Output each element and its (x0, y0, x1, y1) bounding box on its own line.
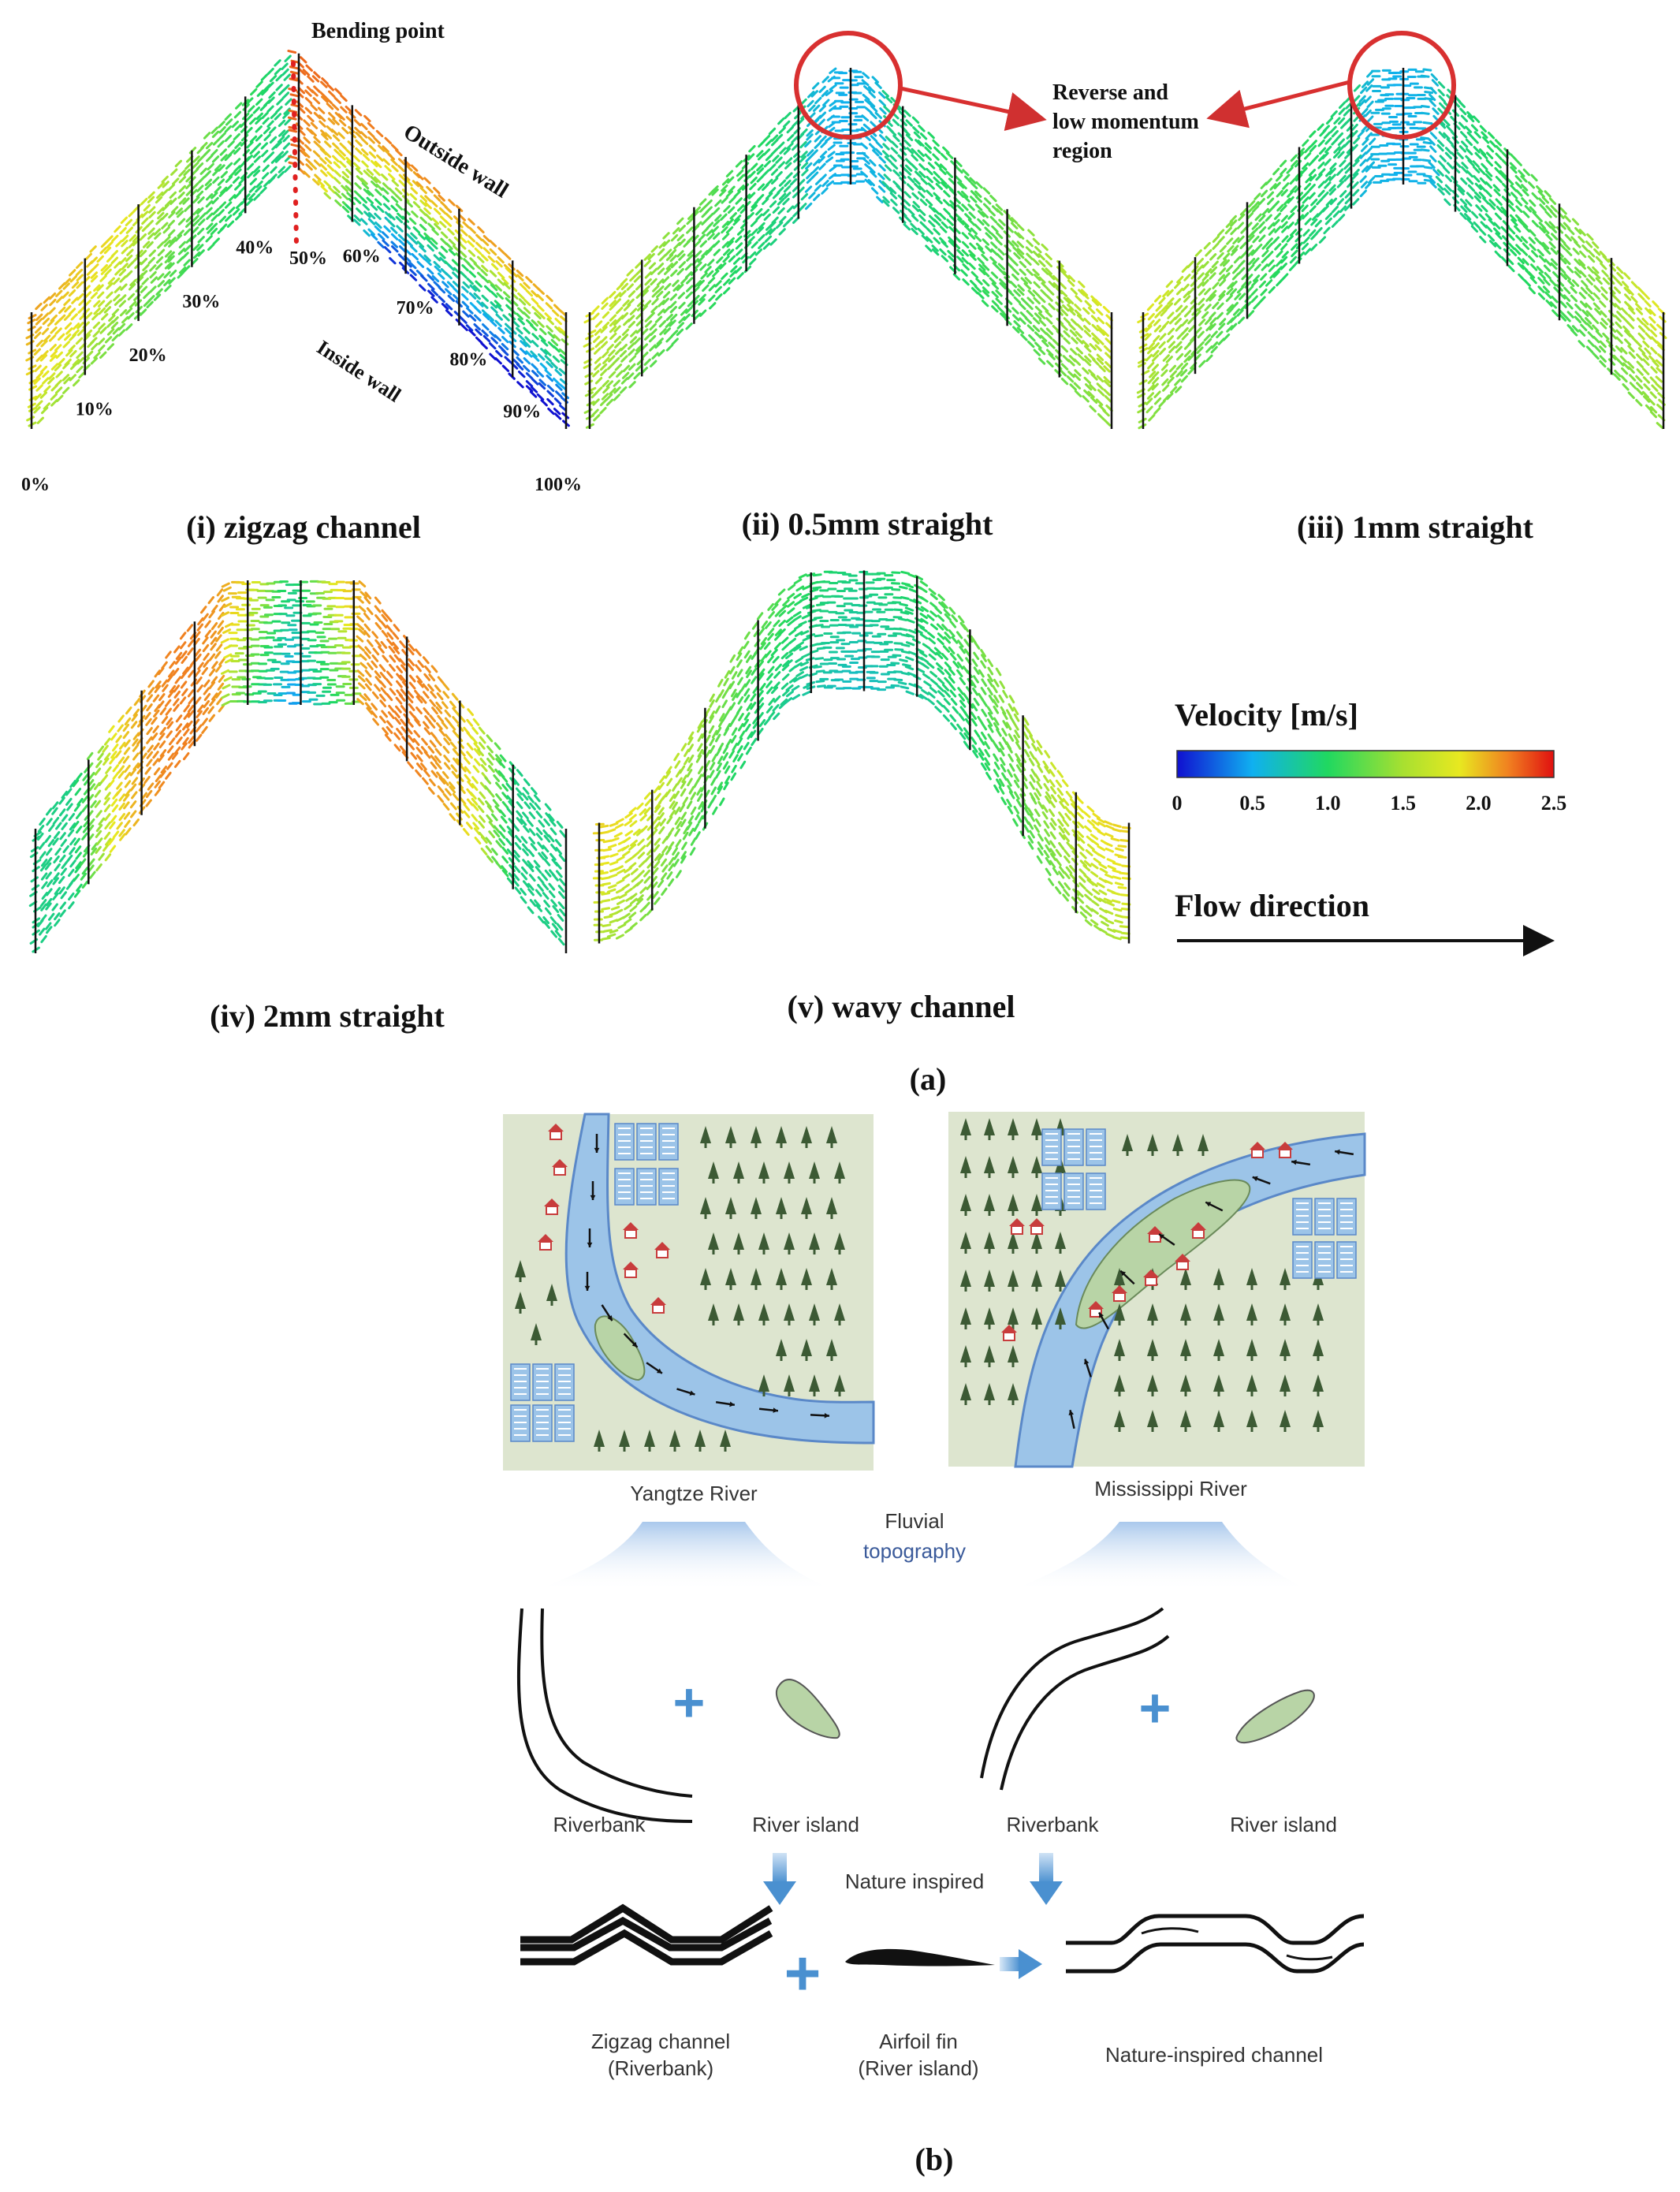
topography-label: topography (863, 1539, 966, 1563)
nature-inspired-label: Nature inspired (845, 1870, 984, 1893)
percent-label: 40% (236, 237, 274, 258)
velocity-colorbar: Velocity [m/s] 0 0.5 1.0 1.5 2.0 2.5 (1172, 697, 1567, 815)
down-arrow-right (1030, 1853, 1063, 1905)
colorbar-gradient (1176, 750, 1555, 778)
percent-label: 10% (76, 400, 114, 420)
colorbar-tick: 2.5 (1541, 792, 1567, 815)
colorbar-tick: 0.5 (1239, 792, 1265, 815)
riverbank-label-left: Riverbank (553, 1813, 646, 1836)
vector-field-s2 (28, 580, 568, 953)
mississippi-map (948, 1112, 1366, 1468)
zigzag-label: Zigzag channel (Riverbank) (591, 2030, 730, 2080)
river-island-label-right: River island (1230, 1813, 1337, 1836)
river-island-left (775, 1679, 840, 1739)
flow-direction: Flow direction (1175, 888, 1555, 956)
fluvial-beam-right (1011, 1522, 1309, 1591)
part-a-label: (a) (910, 1061, 947, 1097)
result-label: Nature-inspired channel (1105, 2043, 1323, 2067)
yangtze-map (503, 1113, 875, 1471)
percent-label: 60% (343, 246, 381, 267)
caption-2mm: (iv) 2mm straight (210, 998, 445, 1034)
caption-zigzag: (i) zigzag channel (186, 509, 421, 545)
percent-label: 20% (129, 345, 167, 366)
reverse-region-annotation: Reverse and low momentum region (794, 31, 1456, 163)
percent-labels: 0% 10% 20% 30% 40% 50% 60% 70% 80% 90% 100% (21, 237, 582, 495)
plus-icon-2: + (1139, 1677, 1172, 1739)
riverbank-right (980, 1607, 1170, 1791)
right-arrow (1000, 1949, 1042, 1979)
percent-label: 0% (21, 475, 50, 495)
riverbank-label-right: Riverbank (1006, 1813, 1099, 1836)
inside-wall-label: Inside wall (313, 336, 405, 407)
flow-direction-label: Flow direction (1175, 888, 1369, 923)
bending-point-label: Bending point (311, 19, 445, 43)
down-arrow-left (763, 1853, 796, 1905)
percent-label: 30% (182, 292, 220, 312)
percent-label: 70% (397, 298, 434, 319)
percent-label: 80% (449, 350, 487, 371)
airfoil-label: Airfoil fin (River island) (858, 2030, 978, 2080)
caption-0.5mm: (ii) 0.5mm straight (742, 506, 994, 542)
colorbar-tick: 1.5 (1391, 792, 1417, 815)
percent-label: 100% (535, 475, 582, 495)
river-island-label-left: River island (752, 1813, 859, 1836)
yangtze-label: Yangtze River (630, 1482, 758, 1505)
plus-icon-1: + (673, 1672, 706, 1733)
vector-field-s05 (583, 67, 1113, 429)
bending-point-marker: Bending point (291, 19, 445, 247)
reverse-region-circle-2 (1347, 31, 1456, 140)
fluvial-beam-left (535, 1522, 836, 1591)
river-island-right (1235, 1689, 1315, 1744)
plus-icon-3: + (784, 1938, 821, 2008)
reverse-region-label: Reverse and low momentum region (1052, 80, 1199, 163)
airfoil-fin (845, 1948, 995, 1966)
colorbar-tick: 0 (1172, 792, 1183, 815)
colorbar-tick: 1.0 (1315, 792, 1341, 815)
fluvial-label: Fluvial (885, 1509, 944, 1533)
caption-wavy: (v) wavy channel (788, 989, 1015, 1024)
percent-label: 90% (503, 401, 541, 422)
vector-field-zigzag (25, 50, 570, 429)
nature-inspired-channel-drawing (1066, 1914, 1365, 1974)
zigzag-channel-drawing (520, 1903, 773, 1966)
riverbank-left (516, 1608, 693, 1823)
colorbar-tick: 2.0 (1466, 792, 1492, 815)
vector-field-s1 (1136, 68, 1667, 430)
outside-wall-label: Outside wall (399, 120, 512, 203)
caption-1mm: (iii) 1mm straight (1297, 509, 1534, 545)
mississippi-label: Mississippi River (1094, 1477, 1247, 1500)
vector-field-wavy (592, 570, 1131, 944)
colorbar-title: Velocity [m/s] (1175, 697, 1358, 733)
reverse-region-circle-1 (794, 31, 903, 140)
percent-label: 50% (289, 248, 327, 269)
part-b-label: (b) (915, 2142, 954, 2177)
